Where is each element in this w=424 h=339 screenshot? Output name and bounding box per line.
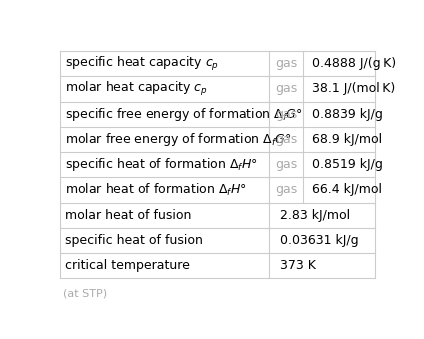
Text: gas: gas <box>275 133 297 146</box>
Text: gas: gas <box>275 108 297 121</box>
Text: 373 K: 373 K <box>280 259 316 272</box>
Text: molar heat of formation $\Delta_f H°$: molar heat of formation $\Delta_f H°$ <box>64 182 246 198</box>
Text: 2.83 kJ/mol: 2.83 kJ/mol <box>280 208 351 222</box>
Text: molar free energy of formation $\Delta_f G°$: molar free energy of formation $\Delta_f… <box>64 131 291 148</box>
Text: gas: gas <box>275 158 297 171</box>
Text: critical temperature: critical temperature <box>64 259 190 272</box>
Text: specific heat capacity $c_p$: specific heat capacity $c_p$ <box>64 55 219 73</box>
Text: 0.03631 kJ/g: 0.03631 kJ/g <box>280 234 359 247</box>
Text: 0.8839 kJ/g: 0.8839 kJ/g <box>312 108 382 121</box>
Text: gas: gas <box>275 57 297 70</box>
Text: (at STP): (at STP) <box>63 289 107 299</box>
Text: specific heat of formation $\Delta_f H°$: specific heat of formation $\Delta_f H°$ <box>64 156 257 173</box>
Text: molar heat capacity $c_p$: molar heat capacity $c_p$ <box>64 80 207 98</box>
Text: 66.4 kJ/mol: 66.4 kJ/mol <box>312 183 382 196</box>
Text: 0.4888 J/(g K): 0.4888 J/(g K) <box>312 57 396 70</box>
Text: 38.1 J/(mol K): 38.1 J/(mol K) <box>312 82 395 96</box>
Text: molar heat of fusion: molar heat of fusion <box>64 208 191 222</box>
Text: 0.8519 kJ/g: 0.8519 kJ/g <box>312 158 382 171</box>
Text: 68.9 kJ/mol: 68.9 kJ/mol <box>312 133 382 146</box>
Text: specific free energy of formation $\Delta_f G°$: specific free energy of formation $\Delt… <box>64 106 302 123</box>
Text: gas: gas <box>275 82 297 96</box>
Text: gas: gas <box>275 183 297 196</box>
Text: specific heat of fusion: specific heat of fusion <box>64 234 202 247</box>
